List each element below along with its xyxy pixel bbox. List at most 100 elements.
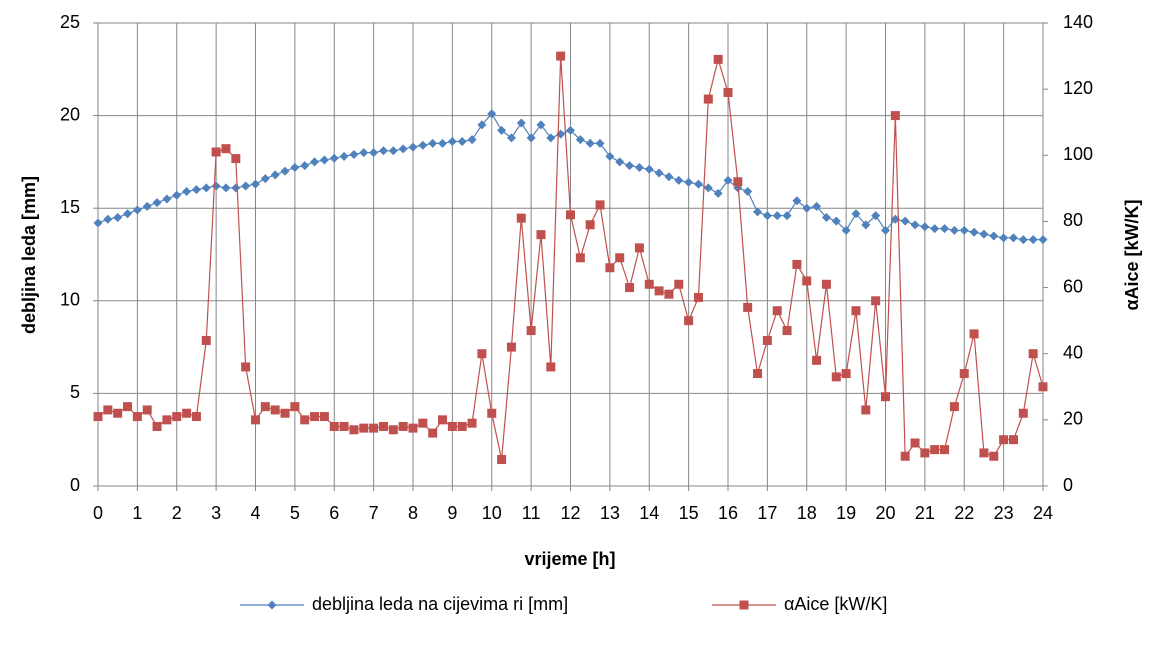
data-point [428, 428, 438, 438]
data-point [428, 138, 438, 148]
data-point [890, 214, 900, 224]
data-point [497, 455, 507, 465]
data-point [920, 448, 930, 458]
data-point [753, 369, 763, 379]
data-point [398, 144, 408, 154]
x-tick-label: 16 [718, 503, 738, 523]
data-point [871, 211, 881, 221]
data-point [989, 231, 999, 241]
data-point [359, 423, 369, 433]
data-point [349, 425, 359, 435]
data-point [674, 175, 684, 185]
data-point [703, 94, 713, 104]
y2-tick-label: 80 [1063, 210, 1083, 230]
data-point [201, 335, 211, 345]
data-point [762, 335, 772, 345]
data-point [723, 87, 733, 97]
data-point [841, 369, 851, 379]
data-point [438, 138, 448, 148]
x-tick-label: 23 [994, 503, 1014, 523]
data-point [477, 120, 487, 130]
x-tick-label: 11 [522, 503, 541, 523]
data-point [349, 149, 359, 159]
data-point [703, 183, 713, 193]
data-point [654, 286, 664, 296]
data-point [251, 415, 260, 425]
data-point [388, 425, 398, 435]
data-point [487, 408, 497, 418]
data-point [241, 362, 251, 372]
data-point [260, 174, 270, 184]
data-point [241, 181, 251, 191]
data-point [319, 412, 329, 422]
x-tick-label: 13 [600, 503, 620, 523]
data-point [516, 213, 526, 223]
data-point [910, 220, 920, 230]
data-point [1038, 235, 1048, 245]
data-point [172, 412, 182, 422]
data-point [802, 276, 812, 286]
data-point [536, 120, 546, 130]
x-tick-label: 5 [290, 503, 300, 523]
data-point [319, 155, 329, 165]
data-point [634, 243, 644, 253]
data-point [546, 362, 556, 372]
data-point [585, 220, 595, 230]
x-tick-label: 2 [172, 503, 182, 523]
data-point [989, 451, 999, 461]
data-point [201, 183, 211, 193]
data-point [644, 279, 654, 289]
data-point [359, 148, 369, 158]
data-point [142, 405, 152, 415]
data-point [920, 222, 930, 232]
data-point [418, 140, 428, 150]
data-point [162, 194, 172, 204]
x-tick-label: 6 [329, 503, 339, 523]
x-tick-label: 24 [1033, 503, 1053, 523]
x-tick-label: 22 [954, 503, 974, 523]
legend-marker [739, 600, 749, 610]
legend-label: debljina leda na cijevima ri [mm] [312, 594, 568, 614]
data-point [526, 133, 536, 143]
x-tick-label: 12 [560, 503, 580, 523]
x-tick-label: 9 [447, 503, 457, 523]
data-point [693, 179, 703, 189]
data-point [369, 423, 379, 433]
y2-axis-label: αAice [kW/K] [1122, 199, 1142, 310]
data-point [457, 137, 467, 147]
x-tick-label: 18 [797, 503, 817, 523]
data-point [1018, 235, 1028, 245]
data-point [900, 451, 910, 461]
data-point [251, 179, 260, 189]
data-point [831, 216, 841, 226]
data-point [93, 218, 103, 228]
data-point [959, 369, 969, 379]
data-point [634, 162, 644, 172]
data-point [408, 142, 418, 152]
y-tick-label: 25 [60, 12, 80, 32]
data-point [1038, 382, 1048, 392]
data-point [329, 421, 339, 431]
data-point [290, 402, 300, 412]
data-point [674, 279, 684, 289]
data-point [221, 183, 231, 193]
data-point [772, 306, 782, 316]
y-axis-label: debljina leda [mm] [19, 176, 39, 334]
data-point [713, 54, 723, 64]
data-point [979, 229, 989, 239]
x-tick-label: 17 [757, 503, 777, 523]
data-point [566, 210, 575, 220]
data-point [566, 125, 575, 135]
data-point [123, 209, 133, 219]
data-point [802, 203, 812, 213]
data-point [191, 185, 201, 195]
x-tick-label: 4 [250, 503, 260, 523]
data-point [182, 187, 192, 197]
data-point [329, 153, 339, 163]
legend-label: αAice [kW/K] [784, 594, 887, 614]
data-point [516, 118, 526, 128]
data-point [123, 402, 133, 412]
data-point [1028, 349, 1038, 359]
data-point [664, 289, 674, 299]
